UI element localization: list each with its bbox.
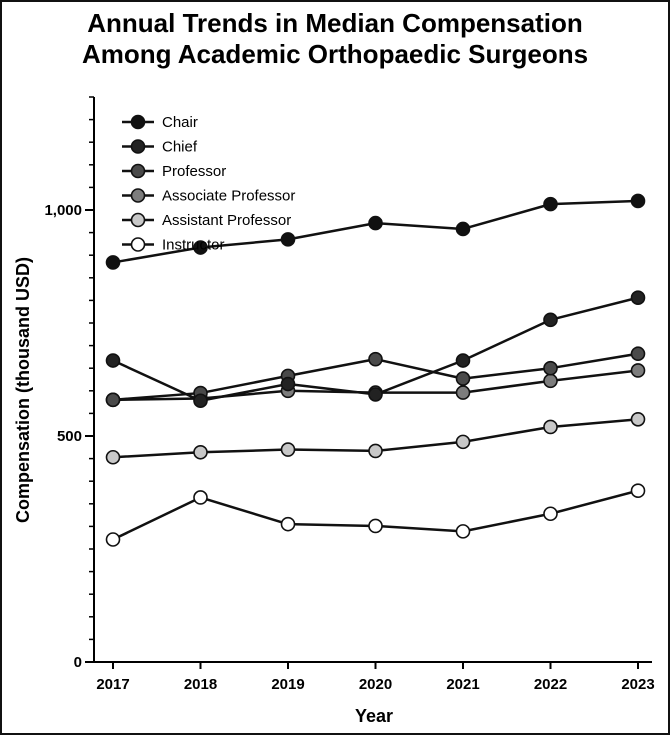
data-point-instructor [368, 518, 383, 534]
data-point-instructor [455, 524, 471, 539]
series-layer [105, 193, 646, 547]
legend-label-associate-professor: Associate Professor [162, 188, 295, 205]
x-tick-label: 2022 [534, 676, 567, 693]
series-line-chief [112, 296, 639, 402]
legend-marker-assistant-professor [130, 212, 146, 228]
data-point-chair [368, 215, 383, 231]
data-point-chair [193, 240, 208, 255]
data-point-chair [543, 196, 558, 212]
data-point-chief [105, 353, 121, 368]
data-point-chief [280, 376, 296, 392]
y-axis-label: Compensation (thousand USD) [13, 257, 33, 523]
x-tick-label: 2023 [621, 676, 654, 693]
legend-label-instructor: Instructor [162, 237, 225, 254]
data-point-assistant-professor [280, 442, 296, 457]
data-point-chief [630, 290, 646, 305]
y-tick-label: 0 [74, 654, 82, 671]
data-point-professor [105, 392, 121, 408]
data-point-chief [543, 312, 558, 328]
chart-title-line-1: Annual Trends in Median Compensation [87, 8, 583, 38]
x-tick-label: 2017 [96, 676, 129, 693]
data-point-professor [543, 360, 558, 376]
legend-marker-instructor [130, 237, 146, 252]
legend-label-chair: Chair [162, 114, 198, 131]
data-point-chair [105, 255, 121, 270]
legend-label-assistant-professor: Assistant Professor [162, 212, 291, 229]
data-point-instructor [280, 516, 296, 532]
data-point-professor [368, 351, 383, 367]
x-tick-label: 2018 [184, 676, 217, 693]
axes: 0 500 1,000 2017 2018 2019 2020 2021 2022 2023 [44, 96, 655, 693]
legend-label-professor: Professor [162, 163, 226, 180]
data-point-assistant-professor [455, 434, 471, 450]
data-point-assistant-professor [193, 444, 208, 460]
data-point-instructor [630, 483, 646, 498]
x-tick-label: 2019 [271, 676, 304, 693]
y-tick-label: 500 [57, 428, 82, 445]
data-point-assistant-professor [368, 443, 383, 459]
data-point-associate-professor [543, 373, 558, 389]
data-point-professor [630, 346, 646, 362]
data-point-assistant-professor [543, 419, 558, 435]
x-axis-label: Year [355, 706, 393, 726]
chart-title-line-2: Among Academic Orthopaedic Surgeons [81, 39, 589, 69]
data-point-associate-professor [455, 385, 471, 400]
data-point-chief [368, 387, 383, 402]
data-point-professor [455, 371, 471, 386]
data-point-chair [280, 232, 296, 247]
data-point-chief [455, 353, 471, 368]
legend-marker-chief [130, 139, 146, 154]
data-point-assistant-professor [630, 411, 646, 427]
legend-marker-associate-professor [130, 188, 146, 203]
data-point-assistant-professor [105, 449, 121, 465]
legend-marker-professor [130, 163, 146, 179]
data-point-chair [630, 193, 646, 209]
y-tick-label: 1,000 [44, 202, 82, 219]
legend-label-chief: Chief [162, 139, 198, 156]
legend-marker-chair [130, 114, 146, 130]
data-point-instructor [193, 490, 208, 505]
data-point-associate-professor [630, 363, 646, 378]
data-point-instructor [105, 532, 121, 547]
chart-title: Annual Trends in Median Compensation Amo… [0, 8, 670, 70]
data-point-chief [193, 393, 208, 409]
x-tick-label: 2020 [359, 676, 392, 693]
data-point-instructor [543, 506, 558, 522]
data-point-chair [455, 221, 471, 237]
legend: Chair Chief Professor Associate Professor As… [122, 114, 295, 254]
x-tick-label: 2021 [446, 676, 479, 693]
